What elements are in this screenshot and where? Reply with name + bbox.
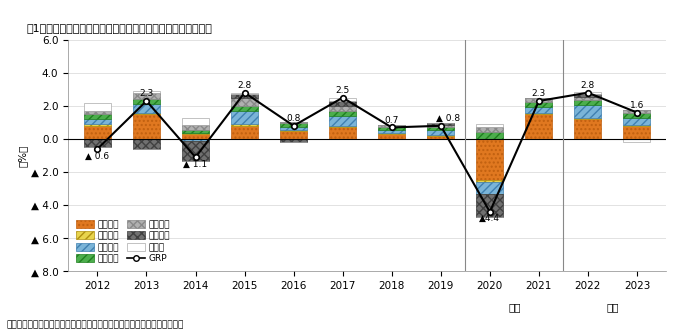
Text: 図1　実質経済成長率の需要項目別寄与度（九州、前年度比）: 図1 実質経済成長率の需要項目別寄与度（九州、前年度比）	[26, 24, 212, 33]
Bar	[182, 139, 209, 141]
Text: 0.7: 0.7	[384, 116, 399, 125]
Bar	[182, 118, 209, 125]
Bar	[427, 130, 454, 135]
Bar	[624, 110, 651, 113]
Bar	[84, 126, 111, 139]
Bar	[624, 126, 651, 139]
Bar	[624, 118, 651, 125]
Bar	[280, 123, 307, 126]
Bar	[329, 126, 356, 127]
Bar	[575, 92, 601, 93]
Bar	[575, 105, 601, 118]
Bar	[182, 134, 209, 139]
Bar	[427, 126, 454, 130]
Text: 推計: 推計	[508, 302, 521, 312]
Bar	[84, 124, 111, 126]
Bar	[84, 103, 111, 111]
Bar	[427, 135, 454, 136]
Text: 2.3: 2.3	[139, 89, 154, 98]
Bar	[526, 102, 552, 107]
Bar	[526, 107, 552, 113]
Bar	[329, 98, 356, 101]
Text: 予測: 予測	[606, 302, 619, 312]
Bar	[84, 139, 111, 147]
Bar	[133, 113, 160, 114]
Text: ▲ 1.1: ▲ 1.1	[184, 160, 207, 169]
Bar	[231, 106, 258, 111]
Bar	[624, 113, 651, 118]
Bar	[133, 104, 160, 113]
Bar	[575, 97, 601, 100]
Bar	[182, 133, 209, 134]
Bar	[476, 139, 503, 180]
Bar	[526, 113, 552, 114]
Bar	[476, 182, 503, 194]
Bar	[133, 99, 160, 104]
Bar	[378, 130, 405, 133]
Text: 2.8: 2.8	[581, 81, 595, 90]
Bar	[280, 139, 307, 142]
Bar	[133, 93, 160, 99]
Text: 資料）各県「県民経済計算」、内閣府「国民経済計算」等より九経調作成: 資料）各県「県民経済計算」、内閣府「国民経済計算」等より九経調作成	[7, 320, 184, 329]
Bar	[182, 125, 209, 130]
Bar	[476, 194, 503, 217]
Text: ▲ 0.8: ▲ 0.8	[436, 114, 460, 123]
Bar	[427, 123, 454, 125]
Text: 1.6: 1.6	[630, 101, 644, 110]
Bar	[378, 133, 405, 134]
Bar	[231, 124, 258, 126]
Bar	[624, 125, 651, 126]
Text: 2.8: 2.8	[237, 81, 252, 90]
Bar	[182, 141, 209, 161]
Bar	[84, 111, 111, 114]
Bar	[526, 98, 552, 102]
Bar	[476, 124, 503, 127]
Bar	[280, 130, 307, 131]
Bar	[378, 134, 405, 139]
Bar	[231, 98, 258, 106]
Bar	[476, 180, 503, 182]
Bar	[84, 119, 111, 124]
Bar	[575, 100, 601, 105]
Bar	[231, 111, 258, 124]
Bar	[575, 93, 601, 97]
Bar	[476, 127, 503, 132]
Bar	[526, 114, 552, 139]
Text: 0.8: 0.8	[286, 114, 301, 123]
Bar	[329, 106, 356, 111]
Bar	[624, 139, 651, 142]
Bar	[575, 119, 601, 139]
Legend: 民間消費, 住宅投資, 設備投資, 政府消費, 公共投資, 純移輸出, その他, GRP: 民間消費, 住宅投資, 設備投資, 政府消費, 公共投資, 純移輸出, その他,…	[73, 216, 173, 267]
Bar	[329, 127, 356, 139]
Bar	[280, 131, 307, 139]
Bar	[133, 139, 160, 149]
Bar	[378, 125, 405, 126]
Bar	[427, 125, 454, 126]
Bar	[280, 126, 307, 130]
Bar	[575, 118, 601, 119]
Bar	[231, 94, 258, 98]
Bar	[133, 114, 160, 139]
Text: ▲4.4: ▲4.4	[479, 214, 500, 223]
Bar	[378, 126, 405, 130]
Bar	[329, 116, 356, 126]
Text: 2.3: 2.3	[532, 89, 546, 98]
Text: 2.5: 2.5	[335, 86, 350, 95]
Bar	[133, 91, 160, 93]
Bar	[280, 121, 307, 123]
Bar	[84, 114, 111, 119]
Bar	[231, 93, 258, 94]
Bar	[476, 132, 503, 139]
Y-axis label: （%）: （%）	[18, 144, 28, 167]
Bar	[231, 126, 258, 139]
Bar	[182, 130, 209, 133]
Bar	[427, 136, 454, 139]
Text: ▲ 0.6: ▲ 0.6	[86, 151, 109, 161]
Bar	[329, 101, 356, 106]
Bar	[329, 111, 356, 116]
